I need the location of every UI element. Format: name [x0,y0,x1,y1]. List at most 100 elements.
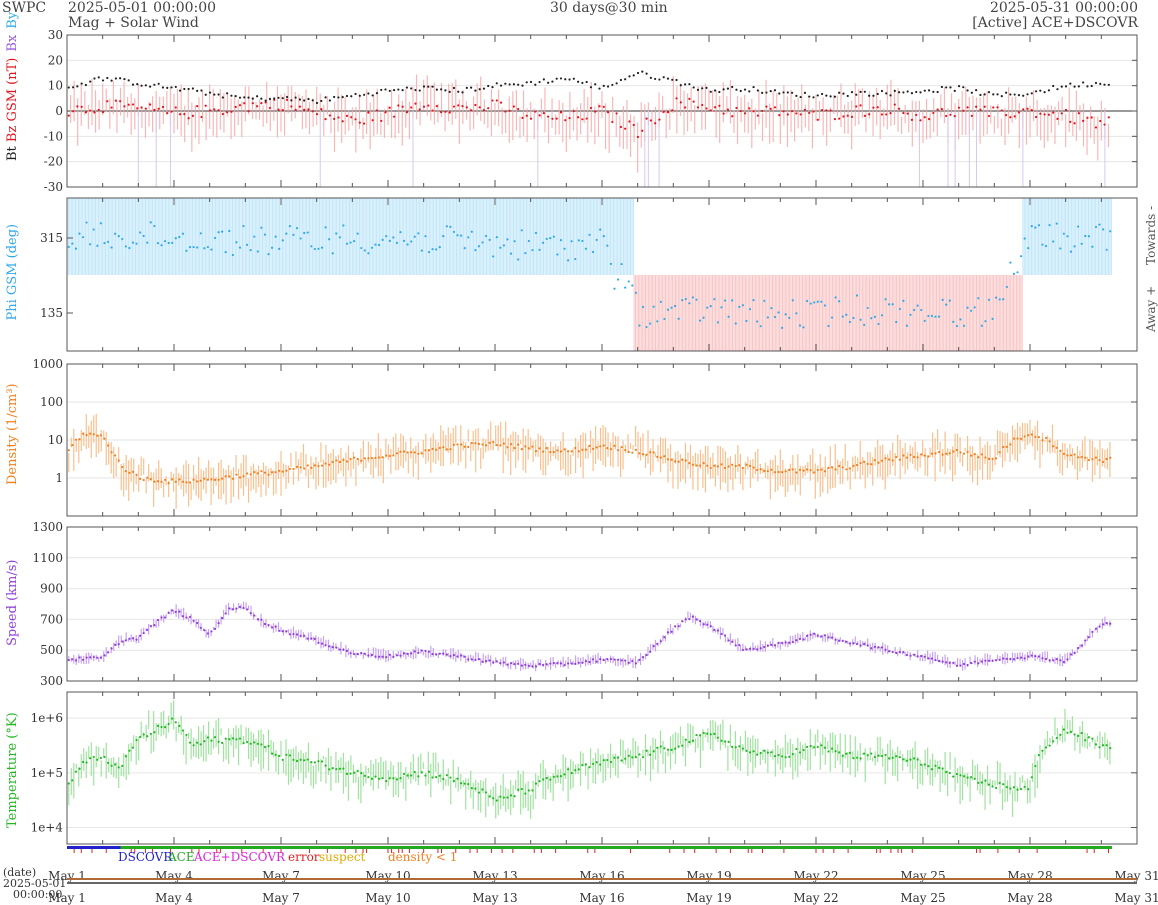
density-point [752,466,755,469]
bt-point [893,89,896,92]
temperature-point [823,746,827,749]
temperature-point [706,732,709,735]
speed-point [495,660,498,663]
phi-point [114,232,117,235]
temperature-point [549,778,552,781]
speed-point [502,661,506,664]
temperature-point [802,748,805,752]
density-point [848,467,851,470]
phi-point [495,236,498,239]
x-tick-label-bottom: May 22 [793,891,838,905]
density-point [235,473,238,476]
temperature-point [781,755,784,758]
density-point [395,452,399,455]
temperature-point [67,782,70,785]
bz-point [838,117,841,120]
temperature-point [656,746,659,749]
bz-point [487,107,490,110]
speed-point [641,655,645,659]
temperature-point [335,768,338,771]
density-point [1084,456,1087,459]
bz-point [448,111,451,114]
speed-point [506,663,509,666]
bt-point [992,93,995,96]
temperature-point [795,747,798,751]
temperature-point [923,763,926,766]
temperature-point [631,756,634,759]
speed-point [624,659,627,662]
bt-point [1056,88,1059,91]
density-point [859,461,862,465]
density-point [492,440,495,443]
temperature-point [153,731,156,734]
temperature-point [1034,764,1037,768]
speed-point [1087,636,1090,639]
bz-point [337,116,340,119]
bz-point [76,105,79,108]
speed-point [1027,655,1030,658]
density-point [481,443,484,446]
temperature-point [281,758,284,761]
phi-point [788,316,791,320]
bt-point [859,90,862,93]
phi-point [260,226,263,229]
bz-point [949,113,952,116]
temperature-point [709,733,712,736]
speed-point [188,615,192,619]
speed-point [221,617,224,620]
x-tick-label-top: May 25 [900,869,945,883]
density-point [602,444,605,447]
density-point [114,454,117,457]
temperature-point [313,761,316,764]
temperature-point [563,773,566,776]
density-point [656,455,659,459]
phi-point [677,317,680,320]
speed-point [499,661,502,665]
bz-point [504,110,507,113]
temperature-point [991,785,994,788]
bt-point [773,89,777,92]
speed-point [556,661,559,665]
speed-point [734,644,737,647]
temperature-point [424,774,427,777]
y-tick-label: 1e+4 [31,821,64,835]
phi-point [916,304,919,307]
temperature-point [292,758,295,761]
density-point [538,447,541,450]
temperature-point [902,758,905,761]
temperature-point [841,754,844,757]
speed-point [595,660,598,663]
bt-point [427,85,430,88]
temperature-point [89,757,92,760]
phi-point [727,315,730,318]
bz-point [508,109,511,112]
speed-point [577,661,580,664]
bt-point [67,86,70,89]
speed-point [388,653,391,656]
bt-point [131,83,135,86]
temperature-point [723,740,727,743]
density-point [559,450,563,453]
bz-point [1052,111,1055,114]
density-point [249,473,252,476]
density-point [360,459,363,462]
y-tick-label: 1 [55,471,63,485]
temperature-point [588,766,591,769]
density-point [852,464,855,468]
temperature-point [734,746,737,749]
density-point [805,468,809,471]
temperature-point [477,791,481,794]
speed-point [809,633,812,636]
bz-point [260,102,263,105]
temperature-point [167,722,170,726]
bt-point [649,76,652,80]
bt-point [945,86,948,89]
phi-point [392,236,395,239]
x-tick-label-top: May 7 [262,869,300,883]
bt-point [1043,91,1046,94]
bt-point [880,89,884,93]
temperature-point [567,768,570,771]
bz-point [298,105,302,108]
bt-point [671,78,674,81]
